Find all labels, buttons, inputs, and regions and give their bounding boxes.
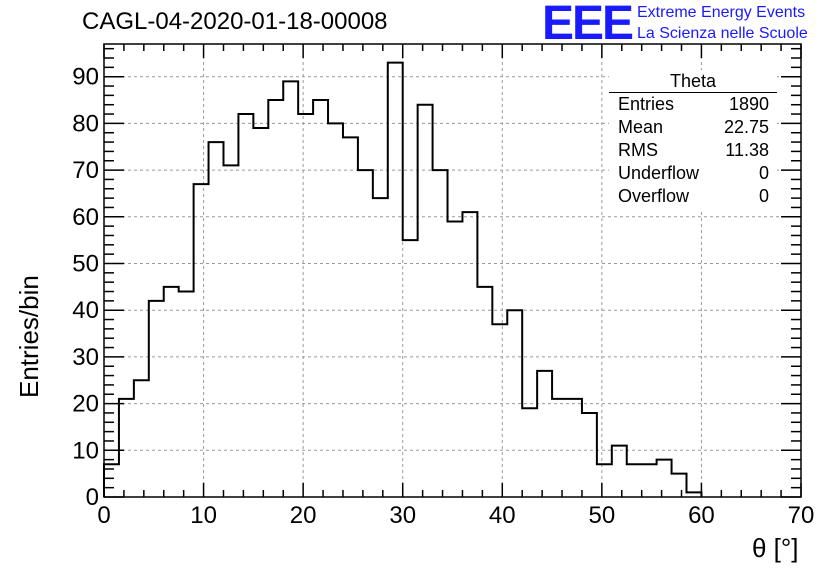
- x-tick-label: 70: [788, 502, 815, 529]
- histogram-bin: [433, 170, 448, 497]
- y-tick-label: 30: [72, 344, 99, 371]
- histogram-bin: [537, 371, 552, 497]
- y-tick-label: 80: [72, 110, 99, 137]
- histogram-bin: [343, 137, 358, 497]
- stats-label: Mean: [618, 117, 664, 137]
- stats-row-overflow: Overflow 0: [609, 185, 777, 208]
- histogram-bin: [373, 198, 388, 497]
- stats-box: Theta Entries 1890 Mean 22.75 RMS 11.38 …: [609, 70, 777, 212]
- histogram-bin: [567, 399, 582, 497]
- grid-lines: [104, 44, 801, 497]
- histogram-bars: [103, 61, 703, 497]
- y-tick-label: 50: [72, 250, 99, 277]
- y-tick-label: 20: [72, 391, 99, 418]
- stats-label: Overflow: [618, 186, 690, 206]
- stats-row-underflow: Underflow 0: [609, 162, 777, 185]
- x-tick-label: 60: [688, 502, 715, 529]
- stats-row-rms: RMS 11.38: [609, 139, 777, 162]
- histogram-bin: [477, 287, 492, 497]
- histogram-bin: [672, 474, 687, 497]
- stats-title: Theta: [609, 70, 777, 93]
- axis-ticks: [103, 44, 802, 498]
- histogram-bin: [552, 399, 567, 497]
- y-tick-label: 40: [72, 297, 99, 324]
- histogram-bin: [253, 128, 268, 497]
- y-axis-label: Entries/bin: [14, 275, 44, 398]
- histogram-bin: [642, 464, 657, 497]
- plot-frame: [103, 43, 802, 498]
- y-tick-label: 90: [72, 64, 99, 91]
- chart-title: CAGL-04-2020-01-18-00008: [82, 8, 388, 35]
- y-tick-label: 60: [72, 204, 99, 231]
- stats-value: 11.38: [725, 140, 769, 160]
- histogram-bin: [388, 63, 403, 497]
- histogram-bin: [627, 464, 642, 497]
- histogram-bin: [179, 292, 194, 497]
- x-tick-label: 30: [389, 502, 416, 529]
- histogram-bin: [492, 324, 507, 497]
- y-axis-label-container: Entries/bin: [6, 248, 44, 398]
- x-tick-label: 20: [290, 502, 317, 529]
- histogram-bin: [403, 240, 418, 497]
- histogram-bin: [597, 464, 612, 497]
- histogram-bin: [223, 165, 238, 497]
- histogram-bin: [507, 310, 522, 497]
- histogram-bin: [238, 114, 253, 497]
- stats-label: Entries: [618, 94, 675, 114]
- logo-text-line1: Extreme Energy Events: [637, 4, 806, 21]
- x-tick-label: 40: [489, 502, 516, 529]
- stats-value: 22.75: [723, 117, 769, 137]
- histogram-bin: [209, 142, 224, 497]
- x-axis-label: θ [°]: [752, 533, 799, 563]
- histogram-bin: [268, 100, 283, 497]
- histogram-bin: [462, 212, 477, 497]
- stats-label: RMS: [618, 140, 658, 160]
- histogram-bin: [119, 399, 134, 497]
- histogram-bin: [612, 446, 627, 497]
- y-tick-label: 10: [72, 437, 99, 464]
- histogram-bin: [134, 380, 149, 497]
- histogram-bin: [194, 184, 209, 497]
- stats-row-mean: Mean 22.75: [609, 116, 777, 139]
- x-tick-label: 10: [190, 502, 217, 529]
- stats-value: 1890: [728, 94, 769, 114]
- histogram-bin: [164, 287, 179, 497]
- stats-label: Underflow: [618, 163, 700, 183]
- eee-logo: EEE: [542, 0, 634, 50]
- axis-tick-labels: 0 10 20 30 40 50 60 70 0 10 20 30 40 50 60 70 80 90: [72, 64, 814, 529]
- stats-value: 0: [758, 163, 769, 183]
- logo-text-line2: La Scienza nelle Scuole: [637, 25, 808, 42]
- histogram-bin: [149, 301, 164, 497]
- y-tick-label: 70: [72, 157, 99, 184]
- histogram-bin: [313, 100, 328, 497]
- histogram-outline: [103, 61, 703, 497]
- histogram-bin: [522, 408, 537, 497]
- histogram-bin: [657, 460, 672, 497]
- histogram-bin: [358, 170, 373, 497]
- x-tick-label: 50: [589, 502, 616, 529]
- histogram-bin: [418, 105, 433, 497]
- histogram-bin: [283, 81, 298, 497]
- histogram-bin: [298, 114, 313, 497]
- histogram-bin: [448, 221, 463, 497]
- y-tick-label: 0: [86, 484, 99, 511]
- histogram-bin: [582, 413, 597, 497]
- x-tick-label: 0: [97, 502, 110, 529]
- stats-value: 0: [758, 186, 769, 206]
- histogram-bin: [328, 123, 343, 497]
- stats-row-entries: Entries 1890: [609, 93, 777, 116]
